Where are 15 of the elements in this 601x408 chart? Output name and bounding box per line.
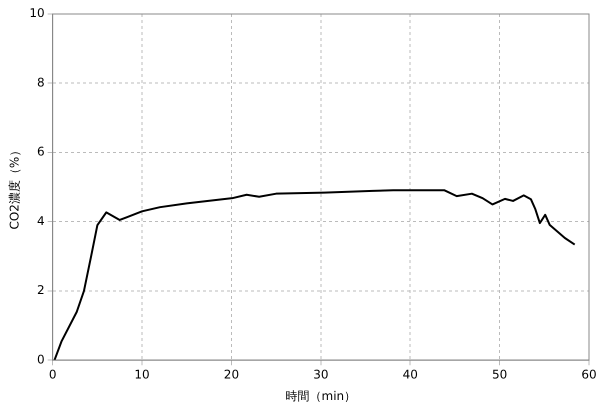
y-tick-label: 0 xyxy=(37,352,45,366)
x-axis-title: 時間（min） xyxy=(286,388,356,403)
y-axis-title: CO2濃度（%） xyxy=(7,144,22,230)
y-tick-label: 6 xyxy=(37,144,45,159)
x-tick-label: 30 xyxy=(313,368,328,382)
y-tick-label: 8 xyxy=(37,75,45,90)
y-tick-label: 2 xyxy=(37,283,45,298)
y-tick-label: 4 xyxy=(37,214,45,228)
x-tick-label: 20 xyxy=(224,368,240,382)
x-tick-label: 0 xyxy=(48,368,56,382)
x-tick-label: 60 xyxy=(581,368,597,382)
y-tick-label: 10 xyxy=(29,6,45,20)
x-tick-label: 10 xyxy=(134,368,150,382)
x-tick-label: 40 xyxy=(402,368,418,382)
x-tick-label: 50 xyxy=(492,368,508,382)
